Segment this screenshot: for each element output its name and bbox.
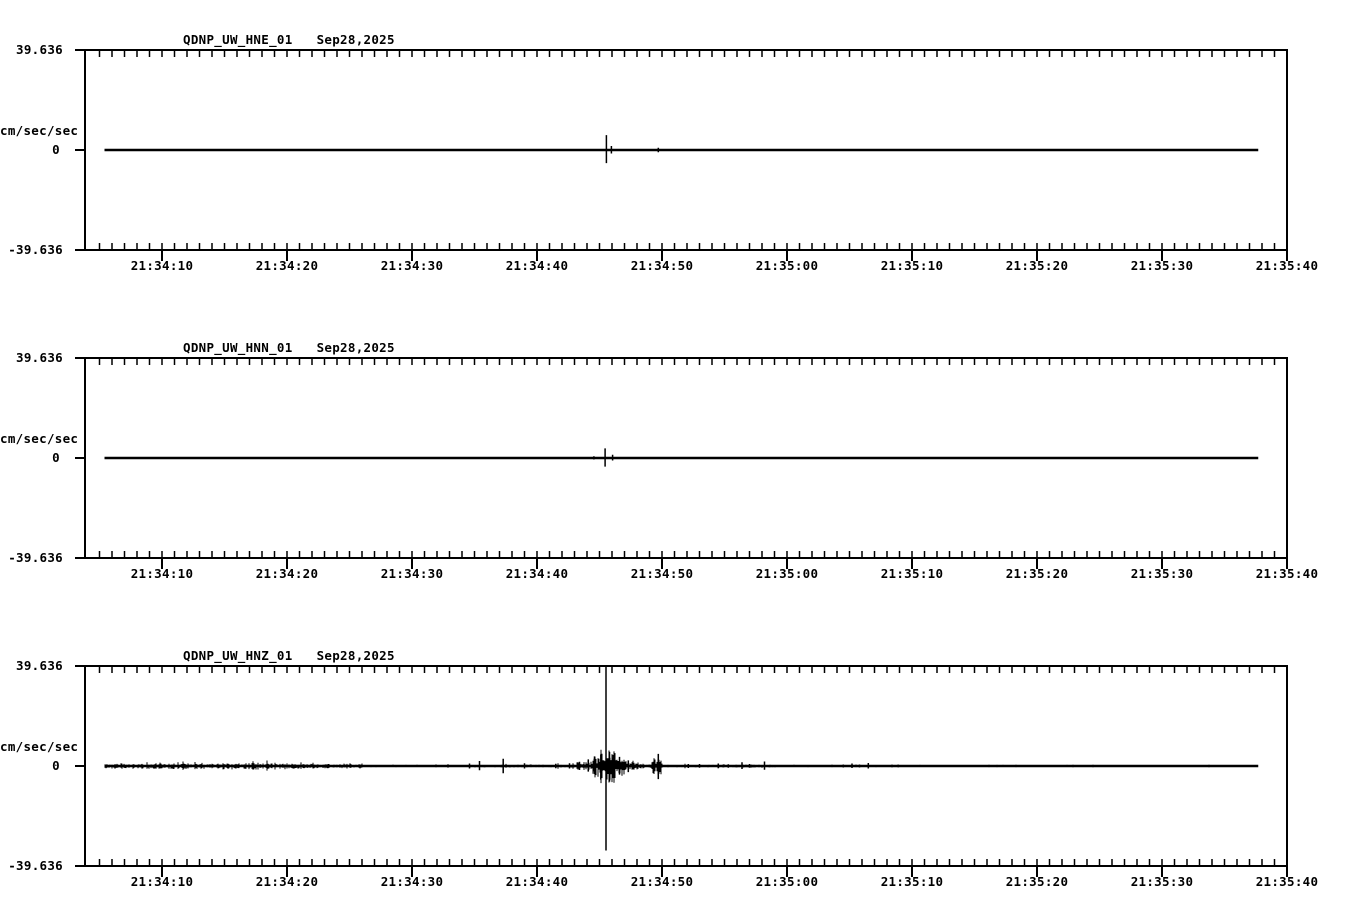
x-tick-label: 21:35:10 xyxy=(880,874,944,889)
trace-title: QDNP_UW_HNN_01 Sep28,2025 xyxy=(183,340,395,355)
x-tick-label: 21:34:40 xyxy=(505,258,569,273)
trace-date-label: Sep28,2025 xyxy=(316,32,395,47)
x-tick-label: 21:34:30 xyxy=(380,258,444,273)
x-tick-label: 21:35:20 xyxy=(1005,258,1069,273)
x-tick-label: 21:35:40 xyxy=(1255,258,1319,273)
x-tick-label: 21:35:20 xyxy=(1005,566,1069,581)
x-tick-label: 21:34:50 xyxy=(630,258,694,273)
trace-title: QDNP_UW_HNZ_01 Sep28,2025 xyxy=(183,648,395,663)
x-tick-label: 21:35:00 xyxy=(755,874,819,889)
x-tick-label: 21:34:30 xyxy=(380,566,444,581)
trace-date-label: Sep28,2025 xyxy=(316,340,395,355)
x-tick-label: 21:35:10 xyxy=(880,258,944,273)
y-axis-min-label: -39.636 xyxy=(8,858,63,873)
x-tick-label: 21:34:10 xyxy=(130,258,194,273)
y-axis-zero-label: 0 xyxy=(52,142,60,157)
y-axis-min-label: -39.636 xyxy=(8,550,63,565)
x-tick-label: 21:34:10 xyxy=(130,874,194,889)
x-tick-label: 21:35:40 xyxy=(1255,874,1319,889)
seismogram-panel-hnz: QDNP_UW_HNZ_01 Sep28,2025 39.636 cm/sec/s… xyxy=(0,616,1358,924)
seismogram-panel-hnn: QDNP_UW_HNN_01 Sep28,2025 39.636 cm/sec/s… xyxy=(0,308,1358,616)
x-tick-label: 21:34:40 xyxy=(505,874,569,889)
y-axis-zero-label: 0 xyxy=(52,758,60,773)
x-tick-label: 21:35:30 xyxy=(1130,874,1194,889)
x-tick-label: 21:35:30 xyxy=(1130,258,1194,273)
y-axis-units-label: cm/sec/sec xyxy=(0,123,79,138)
y-axis-max-label: 39.636 xyxy=(16,658,63,673)
trace-date-label: Sep28,2025 xyxy=(316,648,395,663)
x-tick-label: 21:34:20 xyxy=(255,874,319,889)
y-axis-units-label: cm/sec/sec xyxy=(0,739,79,754)
x-tick-label: 21:34:30 xyxy=(380,874,444,889)
y-axis-min-label: -39.636 xyxy=(8,242,63,257)
x-tick-label: 21:34:50 xyxy=(630,566,694,581)
x-tick-label: 21:35:10 xyxy=(880,566,944,581)
x-tick-label: 21:35:00 xyxy=(755,566,819,581)
x-tick-label: 21:35:20 xyxy=(1005,874,1069,889)
x-tick-label: 21:34:20 xyxy=(255,258,319,273)
trace-station-label: QDNP_UW_HNZ_01 xyxy=(183,648,293,663)
trace-station-label: QDNP_UW_HNN_01 xyxy=(183,340,293,355)
x-tick-label: 21:34:50 xyxy=(630,874,694,889)
waveform-plot-hnz xyxy=(75,665,1288,877)
y-axis-units-label: cm/sec/sec xyxy=(0,431,79,446)
y-axis-zero-label: 0 xyxy=(52,450,60,465)
trace-title: QDNP_UW_HNE_01 Sep28,2025 xyxy=(183,32,395,47)
x-tick-label: 21:34:10 xyxy=(130,566,194,581)
x-tick-label: 21:34:20 xyxy=(255,566,319,581)
waveform-plot-hnn xyxy=(75,357,1288,569)
waveform-plot-hne xyxy=(75,49,1288,261)
seismogram-panel-hne: QDNP_UW_HNE_01 Sep28,2025 39.636 cm/sec/s… xyxy=(0,0,1358,308)
trace-station-label: QDNP_UW_HNE_01 xyxy=(183,32,293,47)
x-tick-label: 21:35:40 xyxy=(1255,566,1319,581)
x-tick-label: 21:35:30 xyxy=(1130,566,1194,581)
y-axis-max-label: 39.636 xyxy=(16,42,63,57)
x-tick-label: 21:34:40 xyxy=(505,566,569,581)
x-tick-label: 21:35:00 xyxy=(755,258,819,273)
y-axis-max-label: 39.636 xyxy=(16,350,63,365)
